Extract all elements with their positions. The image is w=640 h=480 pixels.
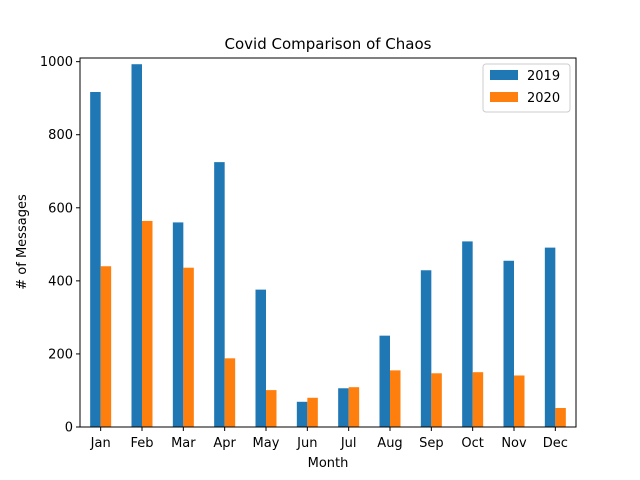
legend: 2019 2020 (482, 63, 571, 113)
bar-2019-apr (214, 162, 225, 427)
x-tick-label-dec: Dec (543, 436, 568, 451)
y-tick-label-200: 200 (48, 347, 73, 362)
x-tick-label-apr: Apr (213, 436, 236, 451)
bar-2019-mar (172, 222, 184, 427)
legend-label-2019: 2019 (527, 69, 560, 84)
legend-swatch-2019 (490, 70, 518, 80)
x-tick-label-jun: Jun (296, 436, 317, 451)
x-tick-label-aug: Aug (377, 436, 402, 451)
y-tick-label-1000: 1000 (40, 55, 73, 70)
bar-2020-jun (307, 397, 318, 427)
bar-2020-jul (348, 387, 360, 427)
x-tick-label-oct: Oct (461, 436, 483, 451)
plot-frame (79, 57, 577, 428)
legend-swatch-2020 (490, 92, 518, 102)
y-axis-label: # of Messages (15, 194, 30, 290)
x-tick-label-may: May (253, 436, 280, 451)
bar-2019-nov (503, 260, 514, 427)
y-tick-label-800: 800 (48, 128, 73, 143)
x-tick-label-jan: Jan (90, 436, 111, 451)
x-tick-label-nov: Nov (501, 436, 527, 451)
bar-2019-jun (296, 401, 308, 427)
bars-group (90, 64, 566, 428)
y-axis-ticks: 0 200 400 600 800 1000 (40, 55, 80, 436)
x-tick-label-mar: Mar (171, 436, 196, 451)
bar-2019-feb (131, 64, 142, 428)
bar-2019-sep (420, 270, 432, 427)
bar-2020-oct (472, 372, 484, 427)
bar-2019-oct (462, 241, 473, 427)
x-tick-label-jul: Jul (340, 436, 357, 451)
x-axis-ticks: Jan Feb Mar Apr May Jun Jul Aug Sep Oct Nov Dec (90, 427, 568, 451)
bar-2020-nov (514, 375, 525, 427)
bar-2020-sep (431, 373, 442, 427)
bar-2020-jan (100, 266, 112, 427)
bar-2019-aug (379, 335, 390, 427)
x-tick-label-sep: Sep (419, 436, 444, 451)
x-tick-label-feb: Feb (130, 436, 153, 451)
chart-title: Covid Comparison of Chaos (225, 35, 432, 53)
bar-2019-jul (338, 388, 349, 427)
bar-2020-feb (142, 220, 153, 427)
x-axis-label: Month (308, 456, 349, 471)
bar-2019-jan (90, 91, 101, 427)
bar-2020-apr (224, 358, 236, 427)
bar-2019-dec (544, 247, 556, 427)
y-tick-label-0: 0 (65, 421, 73, 436)
legend-label-2020: 2020 (527, 91, 560, 106)
bar-2020-dec (555, 408, 566, 427)
bar-2020-mar (183, 267, 194, 427)
bar-2019-may (255, 289, 266, 427)
bar-2020-aug (390, 370, 401, 427)
bar-2020-may (266, 390, 277, 427)
y-tick-label-400: 400 (48, 274, 73, 289)
y-tick-label-600: 600 (48, 201, 73, 216)
